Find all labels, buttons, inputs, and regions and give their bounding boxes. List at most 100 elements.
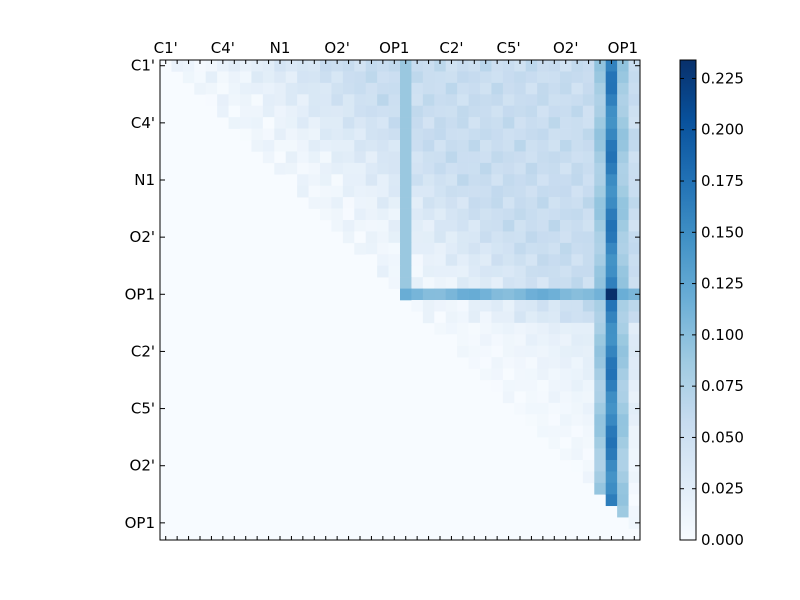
heatmap-cell <box>445 151 458 164</box>
heatmap-cell <box>491 105 504 118</box>
heatmap-cell <box>354 151 367 164</box>
heatmap-cell <box>502 82 515 95</box>
heatmap-cell <box>411 277 424 289</box>
heatmap-cell <box>480 277 492 289</box>
heatmap-cell <box>491 357 504 369</box>
heatmap-cell <box>537 105 549 118</box>
heatmap-cell <box>240 94 252 107</box>
heatmap-cell <box>582 71 595 84</box>
heatmap-cell <box>571 402 584 415</box>
heatmap-cell <box>502 220 515 232</box>
heatmap-cell <box>297 60 309 72</box>
heatmap-cell <box>331 208 344 221</box>
heatmap-cell <box>571 117 584 129</box>
heatmap-cell <box>205 82 218 95</box>
heatmap-cell <box>308 140 321 152</box>
heatmap-cell <box>537 197 549 209</box>
heatmap-cell <box>617 368 629 381</box>
heatmap-cell <box>194 60 207 72</box>
heatmap-cell <box>468 162 481 175</box>
heatmap-cell <box>537 231 549 244</box>
heatmap-cell <box>205 60 218 72</box>
heatmap-cell <box>388 231 401 244</box>
heatmap-cell <box>285 71 298 84</box>
heatmap-cell <box>491 311 504 324</box>
heatmap-cell <box>548 117 561 129</box>
heatmap-cell <box>571 368 584 381</box>
heatmap-cell <box>605 425 618 438</box>
colorbar-tick-label: 0.175 <box>701 172 744 190</box>
heatmap-cell <box>285 128 298 141</box>
heatmap-cell <box>514 368 527 381</box>
heatmap-cell <box>434 197 447 209</box>
heatmap-cell <box>422 311 435 324</box>
heatmap-cell <box>422 71 435 84</box>
left-axis-labels: C1' C4' N1 O2' OP1 C2' C5' O2' OP1 <box>125 57 155 532</box>
heatmap-cell <box>594 242 607 255</box>
heatmap-cell <box>560 334 572 347</box>
heatmap-cell <box>491 82 504 95</box>
heatmap-cell <box>617 460 629 472</box>
heatmap-cell <box>525 380 538 392</box>
heatmap-cell <box>331 151 344 164</box>
heatmap-cell <box>617 242 629 255</box>
heatmap-cell <box>582 425 595 438</box>
heatmap-cell <box>274 94 287 107</box>
heatmap-cell <box>560 345 572 358</box>
heatmap-cell <box>285 60 298 72</box>
heatmap-cell <box>514 162 527 175</box>
left-tick-label: C4' <box>131 114 155 132</box>
heatmap-cell <box>548 402 561 415</box>
heatmap-cell <box>400 185 412 198</box>
left-tick-label: O2' <box>130 457 155 475</box>
heatmap-cell <box>594 277 607 289</box>
heatmap-cell <box>525 162 538 175</box>
heatmap-cell <box>388 151 401 164</box>
heatmap-cell <box>491 162 504 175</box>
heatmap-cell <box>548 391 561 404</box>
heatmap-cell <box>320 197 332 209</box>
heatmap-cell <box>320 94 332 107</box>
heatmap-cell <box>514 128 527 141</box>
heatmap-cell <box>411 94 424 107</box>
heatmap-cell <box>594 402 607 415</box>
heatmap-cell <box>617 82 629 95</box>
heatmap-cell <box>514 300 527 312</box>
heatmap-cell <box>525 185 538 198</box>
heatmap-cell <box>537 345 549 358</box>
heatmap-cell <box>617 231 629 244</box>
heatmap-cell <box>617 277 629 289</box>
heatmap-cell <box>342 140 355 152</box>
heatmap-cell <box>274 162 287 175</box>
heatmap-cell <box>320 162 332 175</box>
heatmap-cell <box>422 265 435 278</box>
heatmap-cell <box>354 71 367 84</box>
heatmap-cell <box>628 300 641 312</box>
heatmap-cell <box>388 82 401 95</box>
heatmap-cell <box>434 174 447 187</box>
heatmap-cell <box>388 277 401 289</box>
heatmap-cell <box>571 197 584 209</box>
heatmap-cell <box>605 105 618 118</box>
heatmap-cell <box>480 197 492 209</box>
heatmap-cell <box>628 425 641 438</box>
heatmap-cell <box>514 82 527 95</box>
heatmap-cell <box>617 288 629 301</box>
heatmap-cell <box>320 117 332 129</box>
heatmap-cell <box>628 277 641 289</box>
heatmap-cell <box>537 60 549 72</box>
heatmap-cell <box>537 71 549 84</box>
heatmap-cell <box>400 220 412 232</box>
heatmap-cell <box>194 82 207 95</box>
heatmap-cell <box>400 208 412 221</box>
heatmap-cell <box>502 71 515 84</box>
heatmap-cell <box>468 311 481 324</box>
heatmap-cell <box>308 82 321 95</box>
heatmap-cell <box>342 60 355 72</box>
heatmap-cell <box>491 368 504 381</box>
heatmap-cell <box>628 254 641 267</box>
heatmap-cell <box>605 460 618 472</box>
heatmap-cell <box>377 162 389 175</box>
heatmap-cell <box>342 197 355 209</box>
heatmap-cell <box>628 231 641 244</box>
